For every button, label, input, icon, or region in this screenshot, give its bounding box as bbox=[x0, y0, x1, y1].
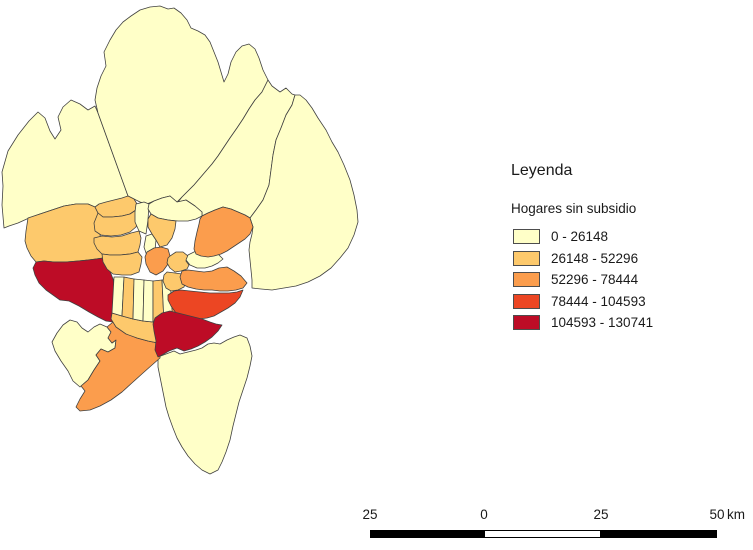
map-region-east-orange-1 bbox=[193, 206, 254, 258]
map-region-east-large bbox=[248, 94, 359, 291]
map-region-n-cluster-6 bbox=[147, 213, 177, 248]
map-region-south-dark bbox=[152, 310, 223, 358]
legend-items: 0 - 26148 26148 - 52296 52296 - 78444 78444… bbox=[511, 226, 653, 334]
map-region-fan-4 bbox=[142, 279, 154, 323]
legend-class-label: 26148 - 52296 bbox=[551, 250, 639, 266]
legend-title: Leyenda bbox=[511, 162, 573, 179]
map-region-south-large bbox=[157, 334, 253, 475]
legend-class-label: 52296 - 78444 bbox=[551, 272, 639, 288]
map-region-east-orange-2 bbox=[179, 266, 248, 292]
legend-item-4: 104593 - 130741 bbox=[511, 312, 653, 334]
legend-swatch-3 bbox=[513, 293, 540, 309]
map-region-fan-3 bbox=[132, 278, 145, 322]
map-region-c-east-1 bbox=[166, 251, 190, 273]
legend-swatch-4 bbox=[513, 315, 540, 331]
legend-class-label: 104593 - 130741 bbox=[551, 315, 654, 331]
legend-class-label: 78444 - 104593 bbox=[551, 293, 646, 309]
legend-item-2: 52296 - 78444 bbox=[511, 269, 653, 291]
map-region-west-dark bbox=[32, 257, 118, 323]
legend-layer-title: Hogares sin subsidio bbox=[511, 201, 637, 216]
map-region-fan-2 bbox=[121, 276, 135, 320]
legend-swatch-1 bbox=[513, 250, 540, 266]
legend-swatch-0 bbox=[513, 229, 540, 245]
legend-swatch-2 bbox=[513, 272, 540, 288]
map-region-n-cluster-3 bbox=[134, 201, 150, 235]
legend-item-1: 26148 - 52296 bbox=[511, 248, 653, 270]
map-region-w-block-1 bbox=[93, 230, 142, 256]
map-region-w-block-2 bbox=[101, 251, 143, 276]
legend-class-label: 0 - 26148 bbox=[551, 229, 609, 245]
map-region-center-orange bbox=[144, 246, 171, 276]
legend-item-0: 0 - 26148 bbox=[511, 226, 653, 248]
legend: Leyenda Hogares sin subsidio 0 - 26148 26… bbox=[511, 161, 653, 334]
legend-item-3: 78444 - 104593 bbox=[511, 291, 653, 313]
